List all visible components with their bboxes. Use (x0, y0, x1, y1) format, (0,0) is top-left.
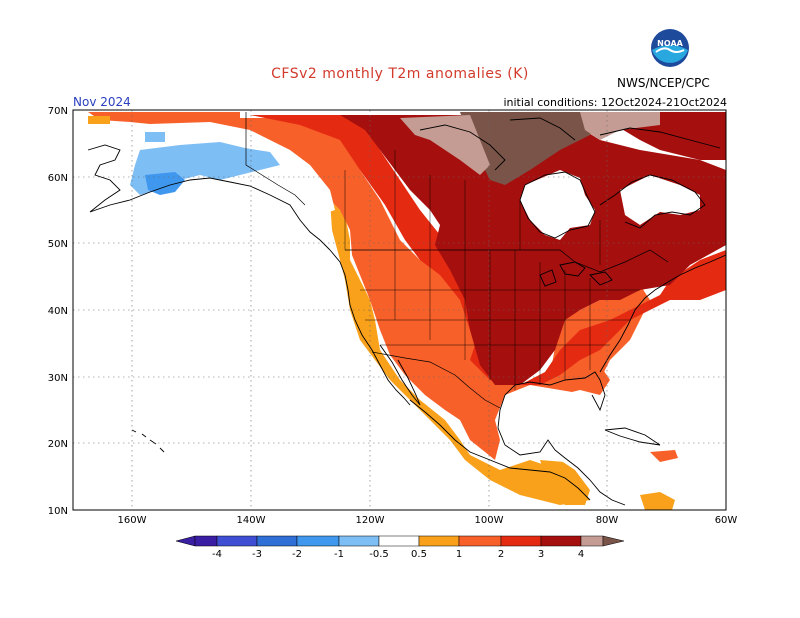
lon-tick-120w: 120W (356, 515, 385, 526)
lat-tick-30: 30N (48, 373, 68, 384)
lat-tick-20: 20N (48, 439, 68, 450)
lon-ticks: 160W 140W 120W 100W 80W 60W (118, 515, 738, 526)
colorbar-label-1: -4 (212, 549, 222, 560)
graticule (73, 110, 726, 510)
lon-tick-140w: 140W (237, 515, 266, 526)
lon-tick-60w: 60W (715, 515, 738, 526)
lat-tick-40: 40N (48, 306, 68, 317)
alaska-canada-border (245, 112, 306, 206)
map-title: CFSv2 monthly T2m anomalies (K) (271, 66, 529, 82)
canada-provinces (344, 150, 601, 265)
arctic-islands (419, 117, 721, 171)
lon-tick-100w: 100W (475, 515, 504, 526)
lon-tick-80w: 80W (596, 515, 619, 526)
region-red-band (250, 115, 726, 385)
colorbar-bin-8 (458, 535, 502, 547)
lat-tick-70: 70N (48, 106, 68, 117)
colorbar-bin-10 (540, 535, 582, 547)
alaska-coast (87, 144, 331, 251)
hudson-bay-coast (519, 171, 596, 239)
coastlines (87, 117, 726, 506)
colorbar-bin-9 (500, 535, 542, 547)
colorbar-label-9: 3 (538, 549, 544, 560)
colorbar-bin-2 (216, 535, 258, 547)
lat-tick-60: 60N (48, 173, 68, 184)
logo-text: NOAA (657, 39, 683, 48)
colorbar-high-arrow (602, 535, 625, 547)
colorbar-bin-5 (338, 535, 380, 547)
us-canada-border (345, 249, 669, 273)
lon-tick-160w: 160W (118, 515, 147, 526)
caribbean-island (650, 450, 678, 462)
lat-tick-50: 50N (48, 239, 68, 250)
colorbar-bin-11 (580, 535, 604, 547)
cuba (604, 427, 661, 446)
baja-coast (379, 344, 421, 406)
mexico-gulf-coast (497, 394, 556, 456)
colorbar-bin-7 (418, 535, 460, 547)
region-alaska-cold-core (145, 172, 185, 195)
agency-label: NWS/NCEP/CPC (617, 76, 710, 90)
labrador-sea (620, 175, 700, 225)
colorbar-bin-6 (378, 535, 420, 547)
hawaii (131, 429, 165, 453)
colorbar-label-5: -0.5 (369, 549, 389, 560)
great-lakes (539, 261, 613, 287)
hudson-bay (520, 170, 595, 240)
map-frame (72, 109, 727, 511)
region-western-canada-us (210, 118, 610, 460)
gulf-coast (504, 371, 606, 412)
colorbar-low-arrow (175, 535, 196, 547)
central-america-coast (554, 449, 626, 506)
colorbar-label-10: 4 (578, 549, 584, 560)
colorbar-label-2: -3 (252, 549, 262, 560)
region-alaska-cold-west (145, 132, 165, 142)
labrador-coast (599, 174, 706, 229)
lat-ticks: 70N 60N 50N 40N 30N 20N 10N (48, 106, 68, 517)
state-lines (360, 250, 640, 390)
initial-conditions: initial conditions: 12Oct2024-21Oct2024 (503, 96, 727, 109)
east-coast (599, 254, 726, 373)
region-arctic-orange (88, 116, 110, 124)
colorbar-label-6: 0.5 (411, 549, 427, 560)
region-tan-east (580, 112, 660, 140)
lat-tick-10: 10N (48, 506, 68, 517)
borders (245, 112, 669, 409)
colorbar-label-4: -1 (334, 549, 344, 560)
gulf-of-mexico (495, 385, 726, 510)
colorbar-bin-3 (256, 535, 298, 547)
mexico-pacific-coast (409, 399, 591, 501)
region-arctic-peak (460, 112, 600, 185)
noaa-logo-icon: NOAA (651, 29, 689, 67)
colorbar-label-7: 1 (456, 549, 462, 560)
south-america-tip (640, 492, 675, 510)
region-hudson-arctic (400, 115, 490, 175)
colorbar-bin-1 (194, 535, 218, 547)
us-mexico-border (371, 351, 501, 409)
forecast-month: Nov 2024 (73, 95, 131, 109)
colorbar-label-8: 2 (498, 549, 504, 560)
colorbar-label-3: -2 (292, 549, 302, 560)
colorbar-bin-4 (296, 535, 340, 547)
west-coast-line (329, 249, 411, 406)
colorbar: -4 -3 -2 -1 -0.5 0.5 1 2 3 4 (175, 535, 625, 560)
